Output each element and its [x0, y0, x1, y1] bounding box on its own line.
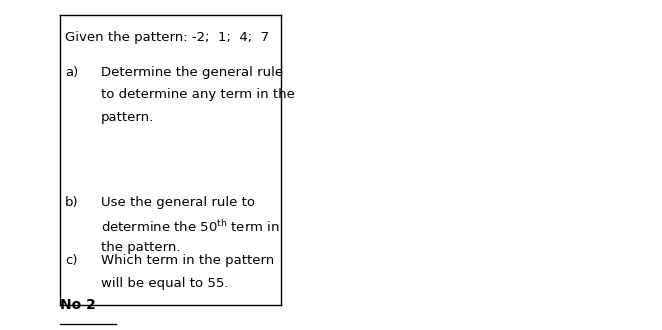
Text: Use the general rule to: Use the general rule to — [101, 196, 255, 209]
Text: to determine any term in the: to determine any term in the — [101, 88, 295, 101]
Text: will be equal to 55.: will be equal to 55. — [101, 277, 228, 289]
Text: Which term in the pattern: Which term in the pattern — [101, 254, 274, 267]
Text: c): c) — [65, 254, 77, 267]
Text: b): b) — [65, 196, 79, 209]
Text: determine the 50$^{\mathregular{th}}$ term in: determine the 50$^{\mathregular{th}}$ te… — [101, 219, 279, 235]
Text: Determine the general rule: Determine the general rule — [101, 66, 283, 79]
Text: a): a) — [65, 66, 78, 79]
Text: No 2: No 2 — [60, 298, 95, 312]
Text: the pattern.: the pattern. — [101, 241, 180, 254]
Text: Given the pattern: -2;  1;  4;  7: Given the pattern: -2; 1; 4; 7 — [65, 31, 269, 44]
Text: pattern.: pattern. — [101, 111, 154, 124]
